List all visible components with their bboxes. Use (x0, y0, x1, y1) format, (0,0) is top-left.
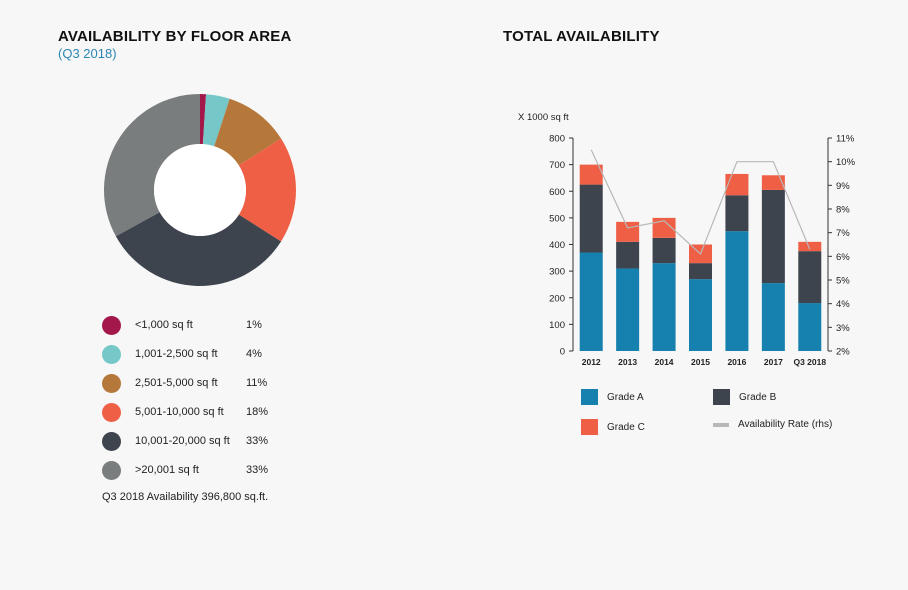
bar-segment (761, 189, 785, 284)
donut-slice (115, 212, 282, 286)
legend-label: 10,001-20,000 sq ft (135, 435, 230, 447)
bar-segment (616, 241, 640, 269)
y-tick-label: 600 (549, 187, 565, 198)
donut-slice (214, 98, 282, 166)
donut-slice (238, 138, 296, 242)
legend-label: 1,001-2,500 sq ft (135, 348, 218, 360)
x-tick-label: 2015 (691, 357, 710, 367)
donut-chart (103, 94, 296, 286)
legend-item: <1,000 sq ft 1% (102, 315, 282, 335)
y-tick-label: 200 (549, 293, 565, 304)
availability-footnote: Q3 2018 Availability 396,800 sq.ft. (102, 491, 269, 503)
y-axis-label: X 1000 sq ft (518, 112, 569, 123)
legend-percentage: 33% (246, 435, 269, 447)
legend-dot (102, 402, 121, 422)
y2-tick-label: 10% (836, 157, 856, 168)
legend-percentage: 18% (246, 406, 269, 418)
bar-segment (652, 237, 676, 264)
x-tick-label: Q3 2018 (793, 357, 826, 367)
bar-segment (579, 252, 603, 351)
bar-segment (652, 217, 676, 238)
legend-dot (102, 460, 121, 480)
legend-percentage: 11% (246, 377, 268, 389)
legend-dot (102, 373, 121, 393)
bar-segment (725, 231, 749, 351)
y2-tick-label: 2% (836, 347, 850, 358)
legend-dot (102, 431, 121, 451)
legend-label-grade-a: Grade A (607, 391, 644, 403)
x-tick-label: 2016 (727, 357, 746, 367)
bar-segment (798, 303, 822, 351)
legend-grade-a: Grade A (581, 389, 644, 405)
bar-segment (689, 279, 712, 351)
legend-label-availability-rate: Availability Rate (rhs) (738, 419, 833, 430)
bar-segment (616, 268, 640, 351)
bar-segment (725, 195, 749, 232)
legend-dot (102, 315, 121, 335)
legend-swatch-grade-c (581, 419, 598, 435)
bar-segment (761, 175, 785, 190)
donut-slice (200, 94, 207, 145)
legend-label: >20,001 sq ft (135, 464, 199, 476)
y2-tick-label: 4% (836, 299, 850, 310)
y2-tick-label: 5% (836, 276, 850, 287)
legend-swatch-availability-rate (713, 422, 729, 427)
legend-item: 2,501-5,000 sq ft 11% (102, 373, 282, 393)
donut-chart-title: AVAILABILITY BY FLOOR AREA (58, 28, 292, 45)
bar-segment (725, 173, 749, 196)
legend-grade-b: Grade B (713, 389, 776, 405)
legend-dot (102, 344, 121, 364)
legend-percentage: 33% (246, 464, 269, 476)
legend-label: 5,001-10,000 sq ft (135, 406, 224, 418)
legend-availability-rate: Availability Rate (rhs) (713, 419, 832, 430)
y2-tick-label: 3% (836, 323, 850, 334)
legend-swatch-grade-b (713, 389, 730, 405)
y-tick-label: 100 (549, 320, 565, 331)
x-tick-label: 2017 (764, 357, 783, 367)
donut-slice (202, 94, 230, 147)
y2-tick-label: 11% (836, 134, 855, 145)
x-tick-label: 2012 (582, 357, 601, 367)
legend-item: 1,001-2,500 sq ft 4% (102, 344, 282, 364)
y2-tick-label: 8% (836, 205, 850, 216)
bar-segment (798, 241, 822, 252)
bar-segment (798, 251, 822, 304)
legend-percentage: 4% (246, 348, 262, 360)
y-tick-label: 500 (549, 213, 565, 224)
x-tick-label: 2013 (618, 357, 637, 367)
y-tick-label: 0 (560, 347, 565, 358)
bar-segment (616, 221, 640, 242)
donut-slice (103, 94, 200, 237)
legend-label-grade-c: Grade C (607, 421, 645, 433)
y-tick-label: 700 (549, 160, 565, 171)
legend-label-grade-b: Grade B (739, 391, 777, 403)
legend-swatch-grade-a (581, 389, 598, 405)
legend-item: 10,001-20,000 sq ft 33% (102, 431, 282, 451)
y2-tick-label: 7% (836, 228, 850, 239)
legend-item: 5,001-10,000 sq ft 18% (102, 402, 282, 422)
y2-tick-label: 6% (836, 252, 850, 263)
stacked-bar-chart: X 1000 sq ft 0 100 200 300 400 500 600 700 800 2% 3… (518, 112, 856, 367)
bar-segment (761, 283, 785, 351)
y-tick-label: 400 (549, 240, 565, 251)
donut-hole (154, 144, 246, 236)
bar-segment (579, 184, 603, 253)
y-tick-label: 300 (549, 267, 565, 278)
legend-label: 2,501-5,000 sq ft (135, 377, 218, 389)
legend-percentage: 1% (246, 319, 262, 331)
bar-chart-title: TOTAL AVAILABILITY (503, 28, 660, 45)
bar-segment (689, 263, 712, 280)
legend-grade-c: Grade C (581, 419, 645, 435)
bar-segment (652, 263, 676, 351)
y-tick-label: 800 (549, 134, 565, 145)
legend-label: <1,000 sq ft (135, 319, 193, 331)
availability-rate-line (590, 149, 811, 255)
bar-segment (579, 164, 603, 185)
y2-tick-label: 9% (836, 181, 850, 192)
x-tick-label: 2014 (655, 357, 674, 367)
donut-chart-subtitle: (Q3 2018) (58, 46, 117, 61)
legend-item: >20,001 sq ft 33% (102, 460, 282, 480)
